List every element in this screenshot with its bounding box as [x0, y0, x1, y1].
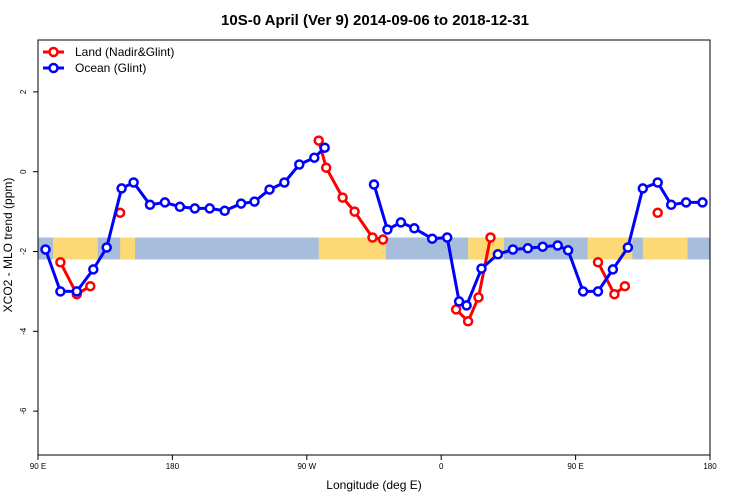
data-point-land: [85, 280, 96, 292]
x-tick-label: 90 W: [297, 462, 316, 471]
axes: 90 E 180 90 W 0 90 E 180 -6 -4 -2 0 2: [19, 39, 717, 471]
series-line-land-2: [317, 140, 384, 241]
data-point-ocean: [577, 286, 589, 297]
land-patch-0: [52, 237, 98, 260]
data-point-ocean: [159, 197, 171, 208]
data-point-land: [337, 192, 348, 203]
data-point-ocean: [607, 264, 619, 275]
land-patch-5: [642, 237, 688, 260]
x-tick-label: 0: [439, 462, 444, 471]
legend-marker-land: [48, 46, 59, 58]
y-tick-label: -4: [19, 327, 28, 335]
data-point-land: [55, 257, 66, 268]
y-tick-label: -6: [19, 407, 28, 415]
land-patch-1: [120, 237, 136, 260]
data-point-land: [462, 316, 474, 327]
data-point-ocean: [562, 245, 574, 256]
data-point-ocean: [116, 183, 127, 194]
data-point-ocean: [476, 263, 487, 274]
data-point-ocean: [441, 232, 453, 243]
data-point-ocean: [537, 241, 548, 252]
data-point-ocean: [235, 198, 247, 209]
series-land: [55, 135, 663, 327]
data-point-ocean: [128, 177, 139, 188]
data-point-land: [485, 232, 496, 243]
x-tick-label: 90 E: [567, 462, 583, 471]
data-point-land: [377, 234, 389, 245]
series-line-ocean-0: [44, 146, 326, 293]
x-tick-label: 180: [703, 462, 717, 471]
data-point-ocean: [264, 184, 275, 195]
series-ocean: [40, 142, 708, 311]
series-layer: [40, 135, 708, 327]
legend-marker-ocean: [48, 62, 59, 74]
data-point-ocean: [101, 242, 112, 253]
data-point-ocean: [522, 243, 534, 254]
data-point-ocean: [88, 264, 99, 275]
data-point-ocean: [189, 203, 201, 214]
land-patch-4: [587, 237, 633, 260]
data-point-ocean: [665, 199, 677, 211]
legend-label-ocean: Ocean (Glint): [75, 61, 146, 75]
y-tick-label: -2: [19, 247, 28, 255]
data-point-land: [619, 280, 631, 292]
data-point-ocean: [382, 224, 393, 235]
chart-title: 10S-0 April (Ver 9) 2014-09-06 to 2018-1…: [221, 12, 529, 29]
data-point-ocean: [279, 177, 290, 188]
data-point-land: [609, 288, 620, 300]
data-point-ocean: [592, 286, 604, 297]
data-point-ocean: [71, 286, 83, 297]
data-point-ocean: [219, 205, 230, 217]
data-point-ocean: [461, 300, 472, 311]
data-point-ocean: [40, 244, 51, 255]
data-point-ocean: [204, 203, 215, 214]
data-point-ocean: [294, 159, 305, 170]
data-point-ocean: [309, 152, 320, 163]
legend-label-land: Land (Nadir&Glint): [75, 45, 174, 59]
data-point-land: [367, 232, 378, 243]
data-point-land: [592, 257, 604, 268]
y-axis-label: XCO2 - MLO trend (ppm): [1, 178, 15, 313]
data-point-ocean: [622, 242, 634, 253]
y-tick-label: 2: [19, 89, 28, 94]
data-point-ocean: [680, 197, 692, 208]
data-point-ocean: [453, 296, 465, 307]
land-patch-2: [318, 237, 386, 260]
data-point-ocean: [55, 286, 66, 297]
data-point-land: [320, 162, 332, 173]
x-axis-label: Longitude (deg E): [326, 478, 421, 492]
data-point-land: [473, 292, 484, 303]
data-point-land: [652, 207, 663, 219]
data-point-land: [349, 206, 360, 217]
data-point-ocean: [552, 240, 563, 251]
legend: Land (Nadir&Glint) Ocean (Glint): [43, 45, 174, 75]
plot-frame: [37, 39, 711, 456]
data-point-land: [313, 135, 324, 146]
data-point-ocean: [426, 233, 438, 244]
data-point-ocean: [652, 177, 663, 188]
data-point-ocean: [637, 183, 649, 194]
data-point-ocean: [409, 223, 420, 234]
data-point-ocean: [319, 142, 330, 153]
data-point-ocean: [507, 244, 519, 255]
data-point-ocean: [492, 249, 504, 260]
data-point-ocean: [144, 199, 156, 211]
x-tick-label: 180: [166, 462, 180, 471]
data-point-ocean: [395, 217, 407, 228]
y-tick-label: 0: [19, 169, 28, 174]
x-tick-label: 90 E: [30, 462, 46, 471]
data-point-ocean: [368, 179, 380, 190]
data-point-ocean: [249, 196, 260, 207]
data-point-ocean: [697, 197, 708, 208]
data-point-ocean: [174, 201, 186, 213]
